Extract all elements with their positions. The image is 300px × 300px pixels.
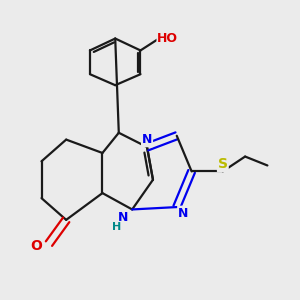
Text: N: N	[118, 211, 128, 224]
Text: S: S	[218, 157, 228, 171]
Text: H: H	[112, 222, 121, 232]
Text: HO: HO	[157, 32, 178, 45]
Text: N: N	[178, 206, 188, 220]
Text: N: N	[142, 134, 152, 146]
Text: O: O	[31, 239, 42, 253]
